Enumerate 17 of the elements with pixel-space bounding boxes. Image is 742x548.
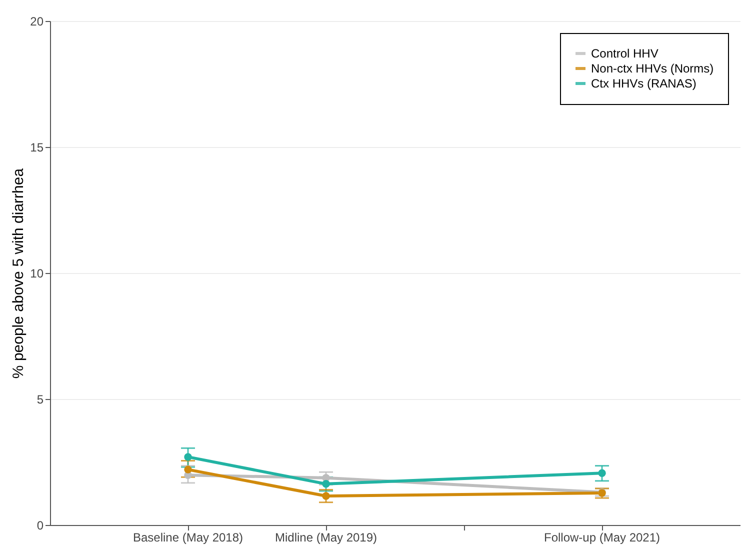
x-tick-label: Baseline (May 2018)	[132, 530, 244, 544]
point	[322, 492, 330, 500]
point	[598, 469, 606, 477]
point	[184, 453, 192, 461]
legend-label: Control HHV	[591, 46, 658, 60]
y-tick-label: 0	[36, 518, 44, 532]
legend-label: Non-ctx HHVs (Norms)	[591, 62, 714, 76]
x-tick-label: Midline (May 2019)	[274, 530, 378, 544]
legend-label: Ctx HHVs (RANAS)	[591, 76, 696, 90]
y-tick-label: 15	[30, 140, 44, 154]
point	[184, 466, 192, 474]
y-tick-label: 20	[30, 14, 44, 28]
y-axis-title: % people above 5 with diarrhea	[10, 168, 28, 379]
y-tick-label: 5	[36, 392, 44, 406]
x-tick-label: Follow-up (May 2021)	[544, 530, 660, 544]
y-tick-label: 10	[30, 266, 44, 280]
point	[322, 480, 330, 488]
